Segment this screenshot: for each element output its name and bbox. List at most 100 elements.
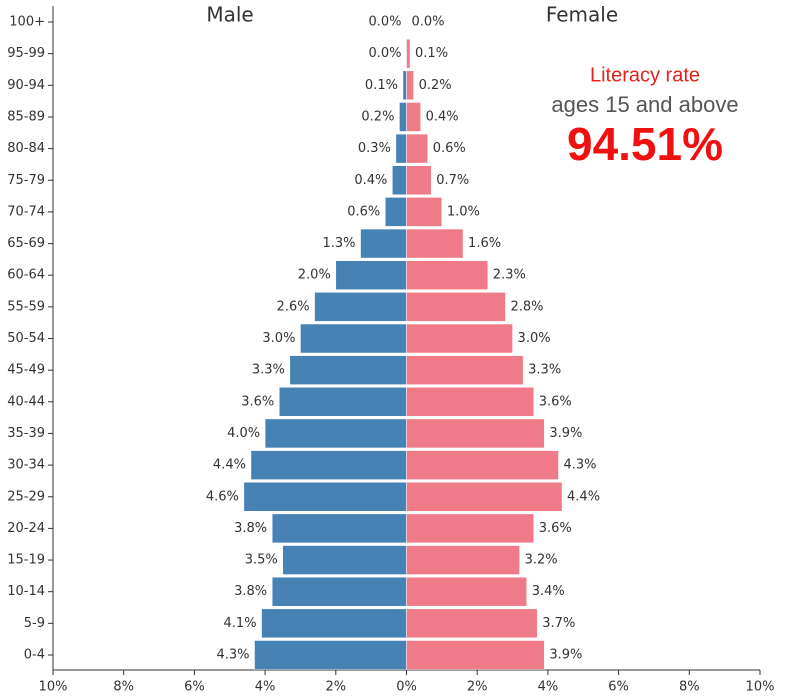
bar <box>250 450 407 480</box>
bar <box>271 513 407 544</box>
bar <box>395 133 407 164</box>
y-tick-label: 85-89 <box>7 109 45 124</box>
bar <box>406 165 432 195</box>
y-tick-label: 50-54 <box>7 331 45 346</box>
y-tick-label: 95-99 <box>7 46 45 61</box>
y-tick-label: 20-24 <box>7 521 45 536</box>
value-label: 3.7% <box>542 616 575 631</box>
bar <box>406 228 464 259</box>
bar <box>402 70 407 101</box>
bar <box>406 38 411 69</box>
y-tick-label: 5-9 <box>24 616 45 631</box>
value-label: 2.3% <box>493 268 526 283</box>
value-label: 3.6% <box>241 394 274 409</box>
x-tick-label: 2% <box>467 680 488 695</box>
bar <box>406 133 428 164</box>
value-label: 2.8% <box>510 299 543 314</box>
x-tick-label: 8% <box>113 680 134 695</box>
x-tick-label: 4% <box>255 680 276 695</box>
value-label: 0.2% <box>419 78 452 93</box>
y-tick-label: 70-74 <box>7 204 45 219</box>
value-label: 0.0% <box>368 15 401 30</box>
x-tick-label: 0% <box>396 680 417 695</box>
bar <box>243 482 407 512</box>
bar <box>406 418 545 449</box>
value-label: 1.6% <box>468 236 501 251</box>
value-label: 3.0% <box>262 331 295 346</box>
value-label: 0.1% <box>365 78 398 93</box>
annotation: ages 15 and above <box>551 92 738 117</box>
value-label: 0.3% <box>358 141 391 156</box>
female-heading: Female <box>546 3 618 27</box>
y-tick-label: 30-34 <box>7 458 45 473</box>
value-label: 3.6% <box>539 394 572 409</box>
value-label: 3.6% <box>539 521 572 536</box>
value-label: 1.3% <box>323 236 356 251</box>
bar <box>392 165 407 195</box>
value-label: 4.4% <box>567 489 600 504</box>
value-label: 0.0% <box>368 46 401 61</box>
y-tick-label: 75-79 <box>7 173 45 188</box>
y-tick-label: 100+ <box>9 15 45 30</box>
y-tick-label: 45-49 <box>7 363 45 378</box>
bar <box>406 450 559 480</box>
bar <box>278 387 407 417</box>
bar <box>264 418 407 449</box>
value-label: 0.4% <box>426 109 459 124</box>
bar <box>406 545 520 575</box>
value-label: 4.4% <box>213 458 246 473</box>
value-label: 4.3% <box>216 648 249 663</box>
bar <box>406 640 545 670</box>
annotation: 94.51% <box>567 118 723 170</box>
bar <box>406 387 535 417</box>
value-label: 3.8% <box>234 584 267 599</box>
annotation: Literacy rate <box>590 64 700 86</box>
value-label: 3.3% <box>528 363 561 378</box>
value-label: 0.2% <box>361 109 394 124</box>
y-tick-label: 15-19 <box>7 553 45 568</box>
bar <box>406 292 506 322</box>
bar <box>385 197 407 227</box>
male-heading: Male <box>206 3 253 27</box>
value-label: 3.5% <box>245 553 278 568</box>
bar <box>254 640 407 670</box>
value-label: 0.6% <box>347 204 380 219</box>
y-tick-label: 55-59 <box>7 299 45 314</box>
value-label: 3.0% <box>518 331 551 346</box>
value-label: 0.4% <box>354 173 387 188</box>
bar <box>406 482 563 512</box>
bar <box>406 260 489 290</box>
bar <box>406 608 538 639</box>
x-tick-label: 6% <box>608 680 629 695</box>
bar <box>406 576 527 607</box>
value-label: 3.3% <box>252 363 285 378</box>
value-label: 0.0% <box>412 15 445 30</box>
value-label: 2.0% <box>298 268 331 283</box>
y-tick-label: 90-94 <box>7 78 45 93</box>
bar <box>406 197 443 227</box>
bar <box>314 292 407 322</box>
value-label: 4.1% <box>224 616 257 631</box>
bar <box>360 228 407 259</box>
bar <box>406 70 414 101</box>
value-label: 3.2% <box>525 553 558 568</box>
bar <box>406 513 535 544</box>
bar <box>406 323 513 354</box>
value-label: 0.7% <box>436 173 469 188</box>
y-tick-label: 25-29 <box>7 489 45 504</box>
y-tick-label: 10-14 <box>7 584 45 599</box>
x-tick-label: 6% <box>184 680 205 695</box>
y-tick-label: 60-64 <box>7 268 45 283</box>
y-tick-label: 65-69 <box>7 236 45 251</box>
x-tick-label: 4% <box>538 680 559 695</box>
value-label: 3.4% <box>532 584 565 599</box>
x-tick-label: 10% <box>39 680 68 695</box>
value-label: 3.9% <box>549 648 582 663</box>
value-label: 4.3% <box>564 458 597 473</box>
y-tick-label: 80-84 <box>7 141 45 156</box>
value-label: 1.0% <box>447 204 480 219</box>
x-tick-label: 10% <box>746 680 775 695</box>
bar <box>406 102 421 132</box>
bar <box>300 323 407 354</box>
